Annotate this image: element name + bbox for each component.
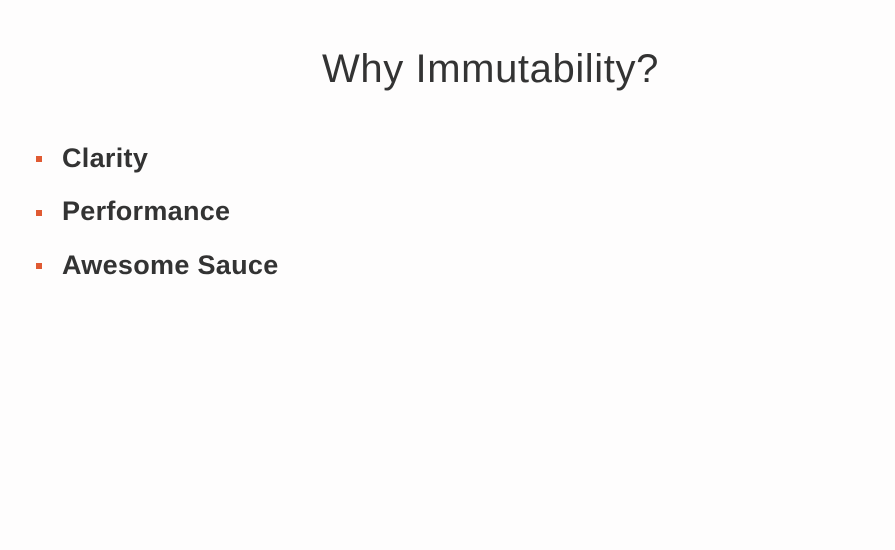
slide-title: Why Immutability?: [322, 47, 659, 91]
bullet-text: Performance: [62, 196, 231, 226]
list-item: Performance: [36, 192, 279, 232]
list-item: Clarity: [36, 138, 279, 178]
square-bullet-icon: [36, 263, 42, 269]
bullet-list: Clarity Performance Awesome Sauce: [36, 138, 279, 299]
bullet-text: Awesome Sauce: [62, 249, 279, 280]
square-bullet-icon: [36, 209, 42, 216]
square-bullet-icon: [36, 156, 42, 162]
bullet-text: Clarity: [62, 142, 149, 173]
list-item: Awesome Sauce: [36, 245, 279, 285]
